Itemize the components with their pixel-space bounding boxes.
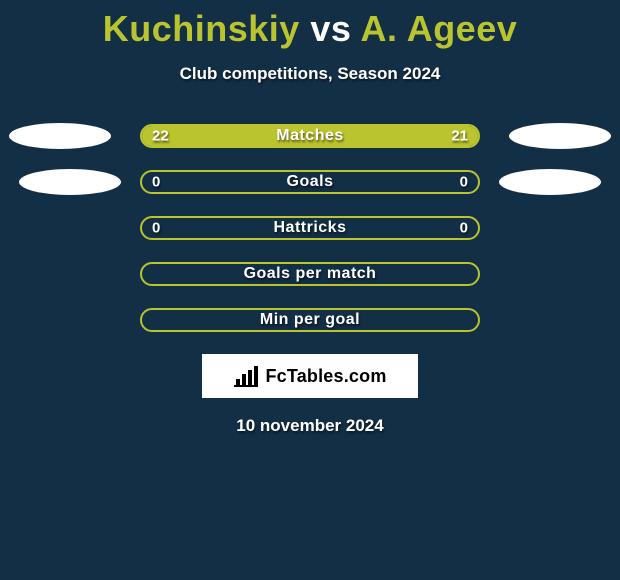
player1-marker <box>19 169 121 195</box>
brand-badge: FcTables.com <box>202 354 418 398</box>
stat-row: 00Hattricks <box>0 216 620 240</box>
brand-text: FcTables.com <box>265 366 386 387</box>
subtitle: Club competitions, Season 2024 <box>0 64 620 84</box>
stat-label: Goals <box>142 173 478 191</box>
stat-bar: 00Hattricks <box>140 216 480 240</box>
date-label: 10 november 2024 <box>0 416 620 436</box>
stat-label: Min per goal <box>142 311 478 329</box>
stat-rows-container: 2221Matches 00Goals 00Hattricks Goals per m… <box>0 124 620 332</box>
player2-marker <box>509 123 611 149</box>
vs-separator: vs <box>310 8 351 49</box>
player1-name: Kuchinskiy <box>103 8 300 49</box>
player2-name: A. Ageev <box>361 8 518 49</box>
player2-marker <box>499 169 601 195</box>
stat-row: Goals per match <box>0 262 620 286</box>
stat-bar: 2221Matches <box>140 124 480 148</box>
stat-row: 2221Matches <box>0 124 620 148</box>
stat-label: Matches <box>142 127 478 145</box>
bar-chart-icon <box>233 365 259 387</box>
comparison-title: Kuchinskiy vs A. Ageev <box>0 0 620 50</box>
stat-bar: Goals per match <box>140 262 480 286</box>
stat-label: Goals per match <box>142 265 478 283</box>
stat-row: 00Goals <box>0 170 620 194</box>
stat-label: Hattricks <box>142 219 478 237</box>
player1-marker <box>9 123 111 149</box>
stat-bar: 00Goals <box>140 170 480 194</box>
stat-bar: Min per goal <box>140 308 480 332</box>
stat-row: Min per goal <box>0 308 620 332</box>
